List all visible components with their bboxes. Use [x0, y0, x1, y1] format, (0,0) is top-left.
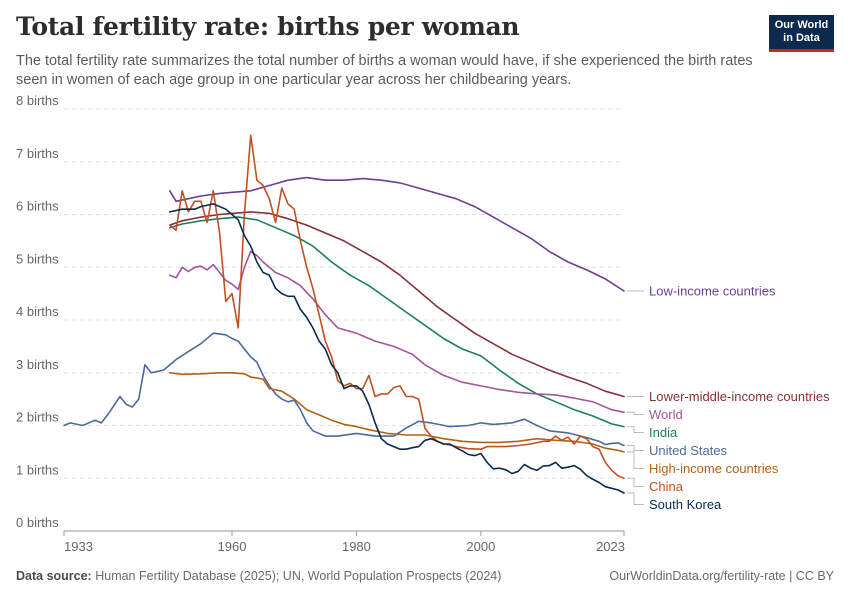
- y-tick-label: 5 births: [16, 251, 59, 266]
- x-tick-label: 1980: [342, 539, 371, 554]
- series-line-7[interactable]: [169, 203, 625, 494]
- y-tick-label: 0 births: [16, 515, 59, 530]
- series-line-5[interactable]: [169, 372, 625, 453]
- series-line-1[interactable]: [169, 211, 625, 398]
- series-label-0[interactable]: Low-income countries: [649, 283, 776, 298]
- label-connector: [627, 411, 644, 415]
- y-tick-label: 4 births: [16, 304, 59, 319]
- series-line-2[interactable]: [169, 216, 625, 428]
- logo-line-2: in Data: [783, 32, 820, 44]
- y-tick-label: 2 births: [16, 410, 59, 425]
- series-label-6[interactable]: China: [649, 479, 684, 494]
- series-layer: [63, 134, 625, 494]
- series-label-3[interactable]: World: [649, 407, 683, 422]
- footer-url[interactable]: OurWorldinData.org/fertility-rate | CC B…: [609, 569, 834, 583]
- x-tick-label: 2000: [466, 539, 495, 554]
- footer-source: Data source: Human Fertility Database (2…: [16, 569, 501, 583]
- label-connector: [627, 477, 644, 487]
- source-label: Data source:: [16, 569, 92, 583]
- logo-line-1: Our World: [774, 19, 829, 31]
- legend-layer: Low-income countries Lower-middle-income …: [627, 283, 830, 512]
- x-tick-label: 1933: [64, 539, 93, 554]
- x-tick-label: 1960: [218, 539, 247, 554]
- y-tick-label: 3 births: [16, 357, 59, 372]
- owid-logo[interactable]: Our World in Data: [769, 15, 834, 52]
- series-line-0[interactable]: [169, 176, 625, 292]
- source-text: Human Fertility Database (2025); UN, Wor…: [95, 569, 502, 583]
- series-label-5[interactable]: High-income countries: [649, 461, 779, 476]
- series-label-2[interactable]: India: [649, 425, 678, 440]
- y-tick-label: 1 births: [16, 462, 59, 477]
- y-tick-label: 7 births: [16, 146, 59, 161]
- series-line-3[interactable]: [169, 250, 625, 414]
- x-tick-label: 2023: [596, 539, 625, 554]
- grid-layer: 0 births 1 births 2 births 3 births 4 births…: [16, 93, 625, 554]
- series-label-7[interactable]: South Korea: [649, 497, 722, 512]
- series-label-1[interactable]: Lower-middle-income countries: [649, 389, 830, 404]
- chart-title: Total fertility rate: births per woman: [16, 12, 520, 41]
- label-connector: [627, 445, 644, 451]
- y-tick-label: 8 births: [16, 93, 59, 108]
- label-connector: [627, 451, 644, 469]
- label-connector: [627, 492, 644, 505]
- series-line-4[interactable]: [63, 332, 625, 447]
- series-label-4[interactable]: United States: [649, 443, 728, 458]
- label-connector: [627, 426, 644, 433]
- series-line-6[interactable]: [169, 134, 625, 480]
- y-tick-label: 6 births: [16, 199, 59, 214]
- chart-subtitle: The total fertility rate summarizes the …: [16, 53, 753, 88]
